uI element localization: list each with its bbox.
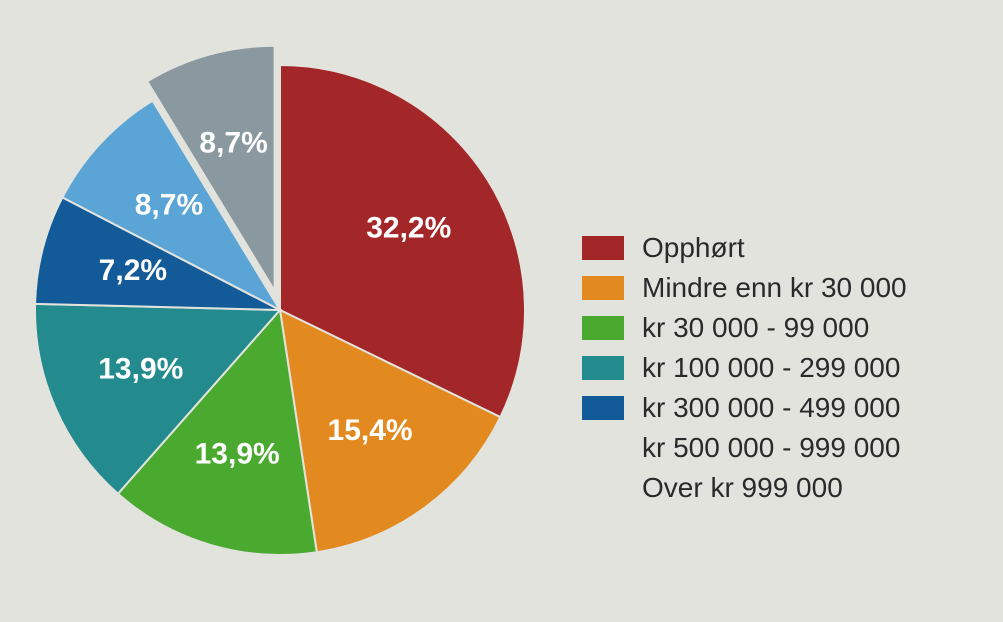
slice-value-label: 32,2% [366, 211, 451, 244]
slice-value-label: 7,2% [99, 254, 167, 287]
legend-label: kr 30 000 - 99 000 [642, 312, 869, 344]
legend-row: kr 30 000 - 99 000 [582, 312, 907, 344]
legend-swatch [582, 356, 624, 380]
legend-label: Mindre enn kr 30 000 [642, 272, 907, 304]
legend-row: Over kr 999 000 [582, 472, 907, 504]
legend-row: kr 300 000 - 499 000 [582, 392, 907, 424]
legend-swatch [582, 236, 624, 260]
slice-value-label: 13,9% [195, 438, 280, 471]
legend-swatch [582, 316, 624, 340]
legend: Opphørt Mindre enn kr 30 000 kr 30 000 - 9… [582, 232, 907, 512]
slice-value-label: 8,7% [135, 188, 203, 221]
legend-label: kr 100 000 - 299 000 [642, 352, 900, 384]
slice-value-label: 8,7% [199, 126, 267, 159]
legend-row: kr 100 000 - 299 000 [582, 352, 907, 384]
legend-row: Opphørt [582, 232, 907, 264]
legend-row: Mindre enn kr 30 000 [582, 272, 907, 304]
legend-label: Over kr 999 000 [642, 472, 843, 504]
legend-swatch [582, 276, 624, 300]
legend-label: kr 500 000 - 999 000 [642, 432, 900, 464]
legend-row: kr 500 000 - 999 000 [582, 432, 907, 464]
slice-value-label: 15,4% [328, 414, 413, 447]
legend-swatch [582, 396, 624, 420]
legend-swatch [582, 436, 624, 460]
legend-label: kr 300 000 - 499 000 [642, 392, 900, 424]
pie-chart-figure: 32,2% 15,4% 13,9% 13,9% 7,2% 8,7% 8,7% Opphørt… [0, 0, 1003, 622]
slice-value-label: 13,9% [98, 353, 183, 386]
legend-label: Opphørt [642, 232, 745, 264]
legend-swatch [582, 476, 624, 500]
